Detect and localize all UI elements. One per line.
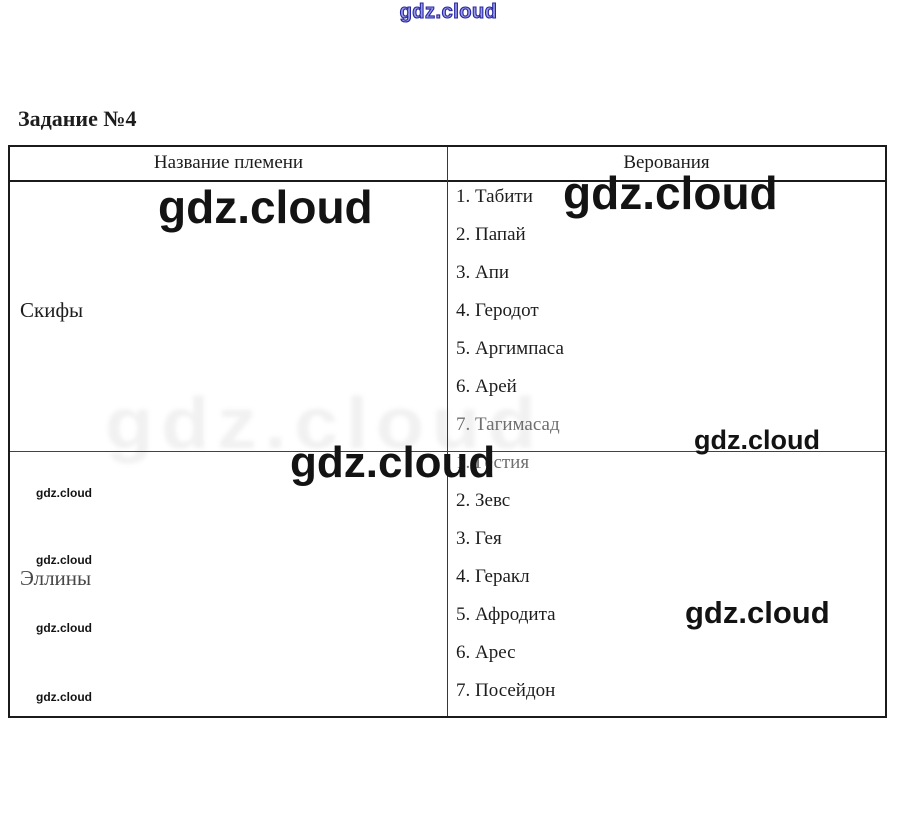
column-header-beliefs: Верования <box>623 152 710 173</box>
belief-item: 2. Папай <box>456 224 526 245</box>
watermark-right-upper: gdz.cloud <box>694 425 820 455</box>
watermark-big-left: gdz.cloud <box>158 181 373 233</box>
watermark-big-right: gdz.cloud <box>563 167 778 219</box>
belief-item: 4. Геродот <box>456 300 539 321</box>
belief-item: 7. Посейдон <box>456 680 556 701</box>
watermark-small-1: gdz.cloud <box>36 486 92 500</box>
belief-item: 5. Афродита <box>456 604 556 625</box>
tribe-name-scythians: Скифы <box>20 298 84 322</box>
watermark-right-lower: gdz.cloud <box>685 595 830 630</box>
belief-item: 1. Гестия <box>456 452 530 473</box>
belief-item: 4. Геракл <box>456 566 530 587</box>
faded-watermark: gdz.cloud <box>105 384 544 464</box>
belief-item: 6. Арей <box>456 376 517 397</box>
page-title: Задание №4 <box>18 106 137 131</box>
belief-item: 5. Аргимпаса <box>456 338 564 359</box>
column-header-tribe: Название племени <box>153 152 304 173</box>
watermark-small-3: gdz.cloud <box>36 621 92 635</box>
belief-item: 3. Гея <box>456 528 502 549</box>
table-row-divider <box>10 451 885 452</box>
watermark-mid-center: gdz.cloud <box>290 438 496 487</box>
table-column-divider <box>447 147 448 716</box>
watermark-small-2: gdz.cloud <box>36 553 92 567</box>
belief-item: 2. Зевс <box>456 490 511 511</box>
belief-item: 7. Тагимасад <box>456 414 560 435</box>
belief-item: 6. Арес <box>456 642 516 663</box>
beliefs-list-scythians: 1. Табити 2. Папай 3. Апи 4. Геродот 5. … <box>456 178 564 444</box>
belief-item: 3. Апи <box>456 262 510 283</box>
beliefs-list-hellenes: 1. Гестия 2. Зевс 3. Гея 4. Геракл 5. Аф… <box>456 444 556 710</box>
tribe-name-hellenes: Эллины <box>20 566 92 590</box>
beliefs-table: Название племени Верования Скифы Эллины … <box>8 145 887 718</box>
watermark-small-4: gdz.cloud <box>36 690 92 704</box>
site-watermark-top: gdz.cloud <box>399 0 498 23</box>
belief-item: 1. Табити <box>456 186 533 207</box>
